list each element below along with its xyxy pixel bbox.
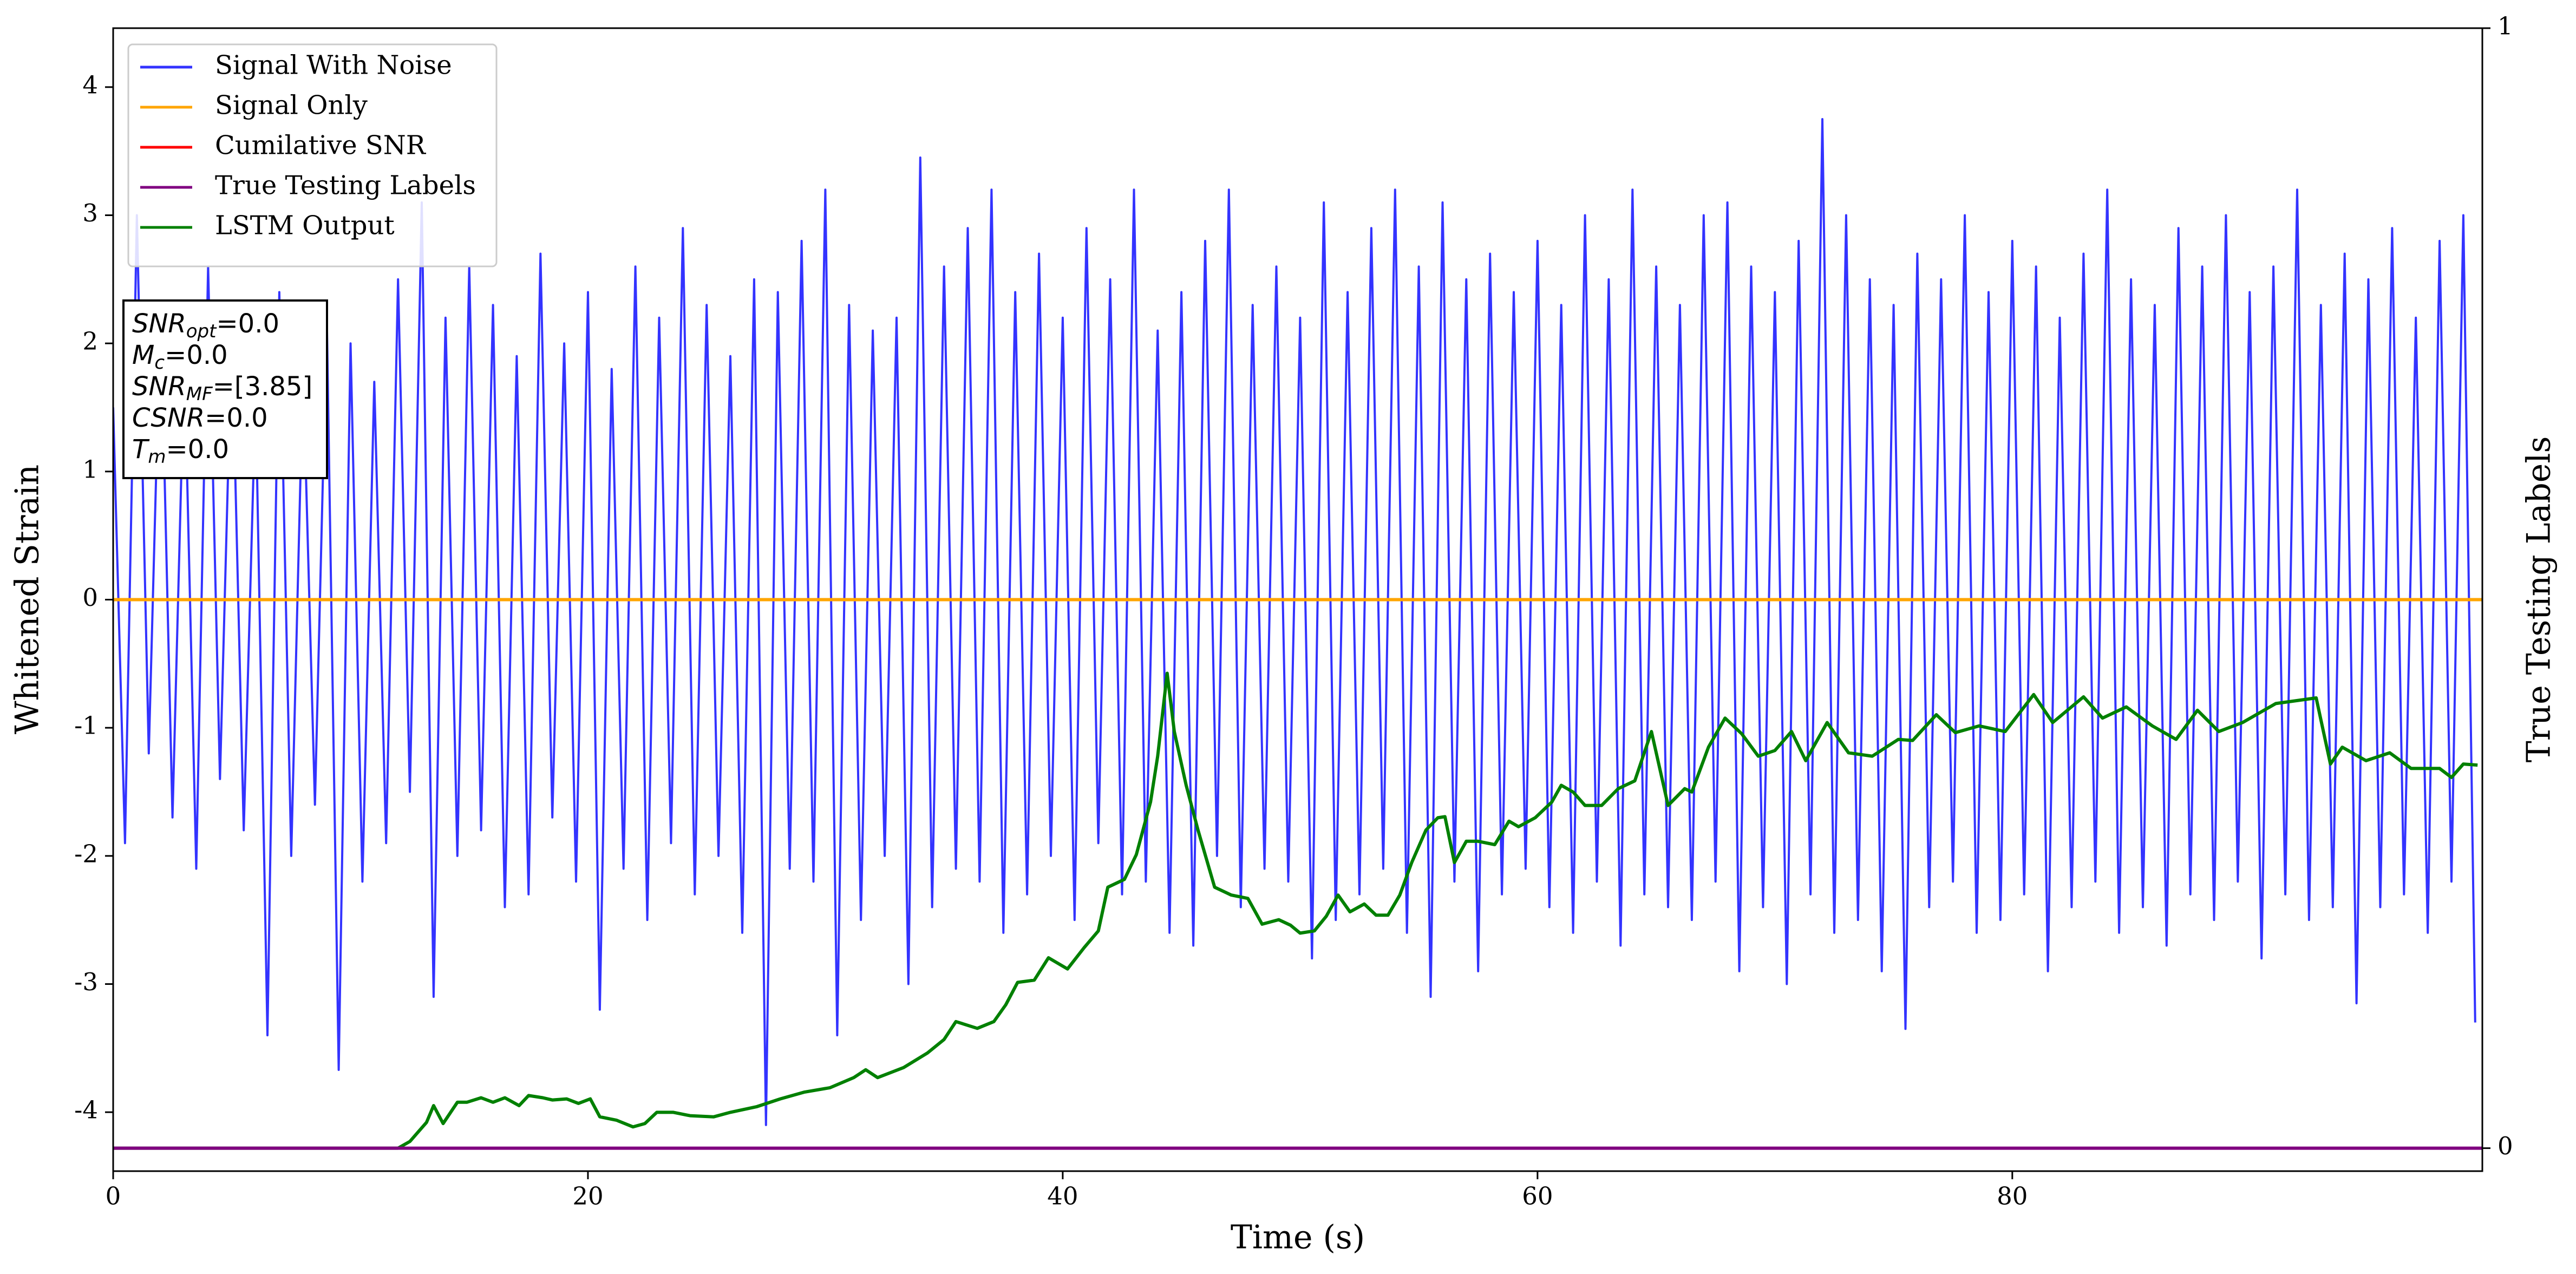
annotation-line: SNRMF=[3.85] [132, 371, 312, 405]
y-tick-label: 1 [82, 455, 98, 484]
legend-label: Signal Only [215, 90, 368, 121]
annotation-box [122, 299, 328, 479]
annotation-name: SNR [132, 309, 186, 339]
legend-label: LSTM Output [215, 211, 395, 241]
annotation-subscript: c [154, 352, 165, 374]
annotation-name: CSNR [132, 403, 205, 433]
y2-tick-label: 0 [2497, 1132, 2513, 1160]
legend-label: Signal With Noise [215, 50, 452, 81]
y-axis-label: Whitened Strain [9, 465, 47, 734]
x-axis-label: Time (s) [1231, 1219, 1365, 1257]
annotation-name: T [132, 434, 150, 465]
y-tick-label: -4 [74, 1096, 98, 1125]
legend-box [127, 43, 498, 267]
y2-axis-label: True Testing Labels [2520, 436, 2558, 763]
series-line [113, 671, 2478, 1150]
y-tick-label: -2 [74, 839, 98, 868]
annotation-line: SNRopt=0.0 [132, 309, 279, 342]
x-tick-label: 20 [572, 1182, 603, 1211]
annotation-value: =[3.85] [213, 371, 313, 402]
y-tick-label: -3 [74, 968, 98, 996]
series-line [113, 118, 2476, 1126]
annotation-subscript: MF [186, 383, 213, 405]
annotation-value: =0.0 [165, 340, 228, 370]
y-tick-label: -1 [74, 711, 98, 740]
y2-tick-label: 1 [2497, 12, 2513, 41]
x-tick-label: 0 [106, 1182, 121, 1211]
legend-label: True Testing Labels [215, 171, 476, 201]
annotation-value: =0.0 [166, 434, 229, 465]
y-tick-label: 0 [82, 583, 98, 612]
annotation-subscript: m [148, 446, 166, 468]
legend-label: Cumilative SNR [215, 130, 427, 161]
y-tick-label: 3 [82, 199, 98, 227]
annotation: SNRopt=0.0Mc=0.0SNRMF=[3.85]CSNR=0.0Tm=0… [122, 299, 328, 479]
annotation-line: Mc=0.0 [132, 340, 228, 374]
annotation-subscript: opt [186, 321, 217, 342]
y-tick-label: 2 [82, 327, 98, 356]
x-tick-label: 60 [1522, 1182, 1553, 1211]
annotation-line: CSNR=0.0 [132, 403, 268, 433]
annotation-value: =0.0 [216, 309, 279, 339]
y-tick-label: 4 [82, 70, 98, 99]
plot-area [113, 118, 2482, 1150]
x-tick-label: 80 [1997, 1182, 2028, 1211]
annotation-value: =0.0 [205, 403, 268, 433]
annotation-line: Tm=0.0 [132, 434, 229, 468]
legend: Signal With Noise Signal Only Cumilative S… [127, 43, 498, 267]
annotation-name: SNR [132, 371, 186, 402]
annotation-name: M [132, 340, 154, 370]
x-tick-label: 40 [1047, 1182, 1078, 1211]
